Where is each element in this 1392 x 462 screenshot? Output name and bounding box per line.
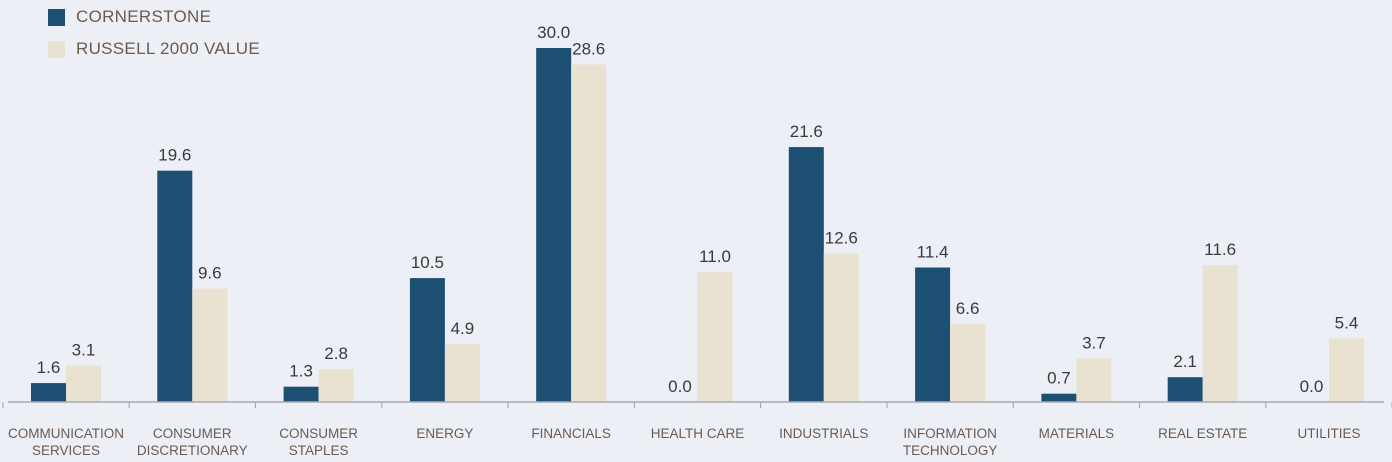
bar-cornerstone bbox=[1041, 393, 1077, 402]
category-label: HEALTH CARE bbox=[651, 426, 745, 441]
legend-label-cornerstone: CORNERSTONE bbox=[76, 7, 212, 26]
bar-russell bbox=[192, 288, 228, 402]
bar-value-label: 1.6 bbox=[37, 358, 61, 377]
category-label: INDUSTRIALS bbox=[779, 426, 868, 441]
bar-value-label: 19.6 bbox=[158, 146, 191, 165]
bar-russell bbox=[697, 272, 733, 402]
category-label-line: DISCRETIONARY bbox=[137, 443, 248, 458]
x-axis-ticks bbox=[2, 402, 1392, 408]
bar-cornerstone bbox=[31, 383, 66, 402]
category-label-line: STAPLES bbox=[289, 443, 349, 458]
bar-cornerstone bbox=[283, 386, 319, 402]
category-label-line: MATERIALS bbox=[1039, 426, 1115, 441]
bar-value-label: 0.0 bbox=[668, 377, 692, 396]
category-labels-group: COMMUNICATION SERVICES CONSUMER DISCRETIONA… bbox=[8, 426, 1361, 458]
category-label: FINANCIALS bbox=[531, 426, 611, 441]
bar-cornerstone bbox=[536, 48, 572, 402]
bar-value-label: 2.1 bbox=[1173, 352, 1197, 371]
bar-value-label: 11.0 bbox=[699, 247, 731, 266]
bar-cornerstone bbox=[409, 278, 445, 402]
legend: CORNERSTONE RUSSELL 2000 VALUE bbox=[48, 6, 260, 70]
bar-value-label: 12.6 bbox=[825, 228, 858, 247]
bar-value-label: 11.4 bbox=[917, 243, 949, 262]
category-label: INFORMATION TECHNOLOGY bbox=[903, 426, 998, 458]
category-label: MATERIALS bbox=[1039, 426, 1115, 441]
bar-value-label: 10.5 bbox=[411, 253, 444, 272]
category-label: ENERGY bbox=[416, 426, 473, 441]
category-label-line: INFORMATION bbox=[903, 426, 997, 441]
bar-value-label: 21.6 bbox=[790, 122, 823, 141]
legend-swatch-russell bbox=[48, 40, 65, 58]
bar-russell bbox=[1329, 338, 1364, 402]
category-label: REAL ESTATE bbox=[1158, 426, 1247, 441]
bar-russell bbox=[1202, 265, 1238, 402]
bar-russell bbox=[571, 64, 607, 402]
bar-value-label: 3.1 bbox=[72, 340, 96, 359]
bar-cornerstone bbox=[1167, 377, 1203, 402]
bar-russell bbox=[318, 369, 354, 402]
category-label-line: CONSUMER bbox=[279, 426, 358, 441]
category-label-line: TECHNOLOGY bbox=[903, 443, 998, 458]
bars-group bbox=[31, 48, 1364, 402]
bar-russell bbox=[1076, 358, 1112, 402]
bar-russell bbox=[823, 253, 859, 402]
bar-value-label: 2.8 bbox=[324, 344, 348, 363]
bar-russell bbox=[950, 324, 986, 402]
bar-value-label: 5.4 bbox=[1335, 313, 1359, 332]
bar-value-label: 11.6 bbox=[1204, 240, 1236, 259]
legend-item-cornerstone: CORNERSTONE bbox=[48, 6, 260, 28]
bar-value-label: 0.0 bbox=[1300, 377, 1324, 396]
bar-cornerstone bbox=[788, 147, 824, 402]
legend-swatch-cornerstone bbox=[48, 8, 65, 26]
bar-russell bbox=[444, 344, 480, 402]
category-label-line: FINANCIALS bbox=[531, 426, 611, 441]
legend-label-russell: RUSSELL 2000 VALUE bbox=[76, 39, 260, 58]
bar-value-label: 9.6 bbox=[198, 264, 222, 283]
category-label: UTILITIES bbox=[1297, 426, 1360, 441]
bar-value-label: 0.7 bbox=[1047, 369, 1071, 388]
bar-value-label: 3.7 bbox=[1082, 333, 1106, 352]
category-label-line: UTILITIES bbox=[1297, 426, 1360, 441]
category-label-line: ENERGY bbox=[416, 426, 473, 441]
category-label: COMMUNICATION SERVICES bbox=[8, 426, 124, 458]
bar-value-label: 6.6 bbox=[956, 299, 980, 318]
category-label-line: SERVICES bbox=[32, 443, 100, 458]
category-label-line: REAL ESTATE bbox=[1158, 426, 1247, 441]
bar-cornerstone bbox=[157, 170, 193, 402]
bar-value-label: 28.6 bbox=[572, 40, 605, 59]
legend-item-russell: RUSSELL 2000 VALUE bbox=[48, 38, 260, 60]
bar-value-label: 1.3 bbox=[289, 362, 313, 381]
category-label-line: INDUSTRIALS bbox=[779, 426, 868, 441]
category-label-line: HEALTH CARE bbox=[651, 426, 745, 441]
bar-value-label: 30.0 bbox=[537, 23, 570, 42]
value-labels-group: 1.6 3.1 19.6 9.6 1.3 2.8 10.5 4.9 30.028.6 0.0 11.… bbox=[37, 23, 1359, 396]
bar-russell bbox=[66, 365, 101, 402]
bar-cornerstone bbox=[915, 267, 951, 402]
category-label: CONSUMER DISCRETIONARY bbox=[137, 426, 248, 458]
bar-value-label: 4.9 bbox=[451, 319, 475, 338]
category-label-line: COMMUNICATION bbox=[8, 426, 124, 441]
category-label-line: CONSUMER bbox=[153, 426, 232, 441]
category-label: CONSUMER STAPLES bbox=[279, 426, 358, 458]
